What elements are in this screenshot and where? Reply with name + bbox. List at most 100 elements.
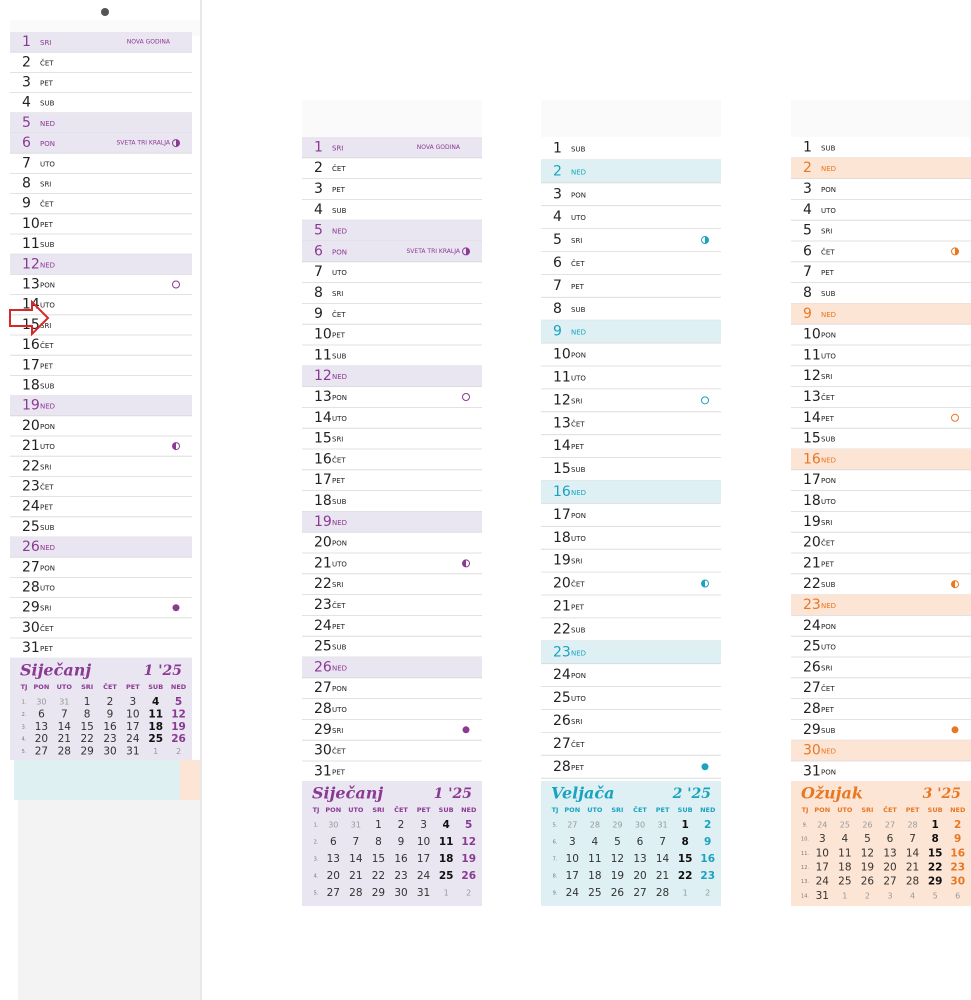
day-number: 9 bbox=[314, 306, 323, 322]
holiday: SVETA TRI KRALJA bbox=[116, 140, 170, 147]
day-number: 14 bbox=[314, 410, 332, 426]
mini-day: 3 bbox=[819, 833, 826, 845]
day-number: 28 bbox=[22, 580, 40, 596]
mini-day: 21 bbox=[349, 870, 362, 882]
weekday: PON bbox=[821, 186, 836, 194]
day-number: 30 bbox=[314, 743, 332, 759]
day-number: 7 bbox=[803, 264, 812, 280]
mini-header: PON bbox=[34, 683, 50, 691]
weekday: UTO bbox=[40, 302, 55, 310]
weekday: SUB bbox=[332, 352, 347, 360]
mini-day: 27 bbox=[883, 876, 896, 888]
mini-day: 19 bbox=[861, 862, 874, 874]
mini-day: 5 bbox=[614, 836, 621, 848]
mini-header: PET bbox=[417, 806, 431, 814]
weekday: UTO bbox=[40, 160, 55, 168]
weekday: PET bbox=[332, 477, 346, 485]
mini-header: PON bbox=[564, 806, 580, 814]
day-number: 2 bbox=[314, 160, 323, 176]
mini-header: ČET bbox=[394, 805, 408, 814]
mini-day: 16 bbox=[950, 847, 965, 859]
mini-day: 31 bbox=[417, 887, 430, 899]
month-code: 1 '25 bbox=[144, 663, 182, 679]
week-number: 2. bbox=[22, 712, 27, 718]
mini-day: 22 bbox=[80, 733, 93, 745]
weekday: NED bbox=[40, 120, 55, 128]
weekday: PON bbox=[40, 564, 55, 572]
mini-day: 2 bbox=[954, 819, 961, 831]
weekday: NED bbox=[571, 329, 586, 337]
mini-day: 24 bbox=[126, 733, 140, 745]
weekday: ČET bbox=[332, 310, 346, 319]
holiday: NOVA GODINA bbox=[127, 39, 171, 46]
mini-day: 15 bbox=[80, 721, 93, 733]
mini-header: SUB bbox=[439, 806, 454, 814]
calendars: 1 SRI NOVA GODINA 2 ČET 3 PET 4 SUB 5 NED 6 PON SVETA… bbox=[10, 32, 971, 906]
month-name: Siječanj bbox=[312, 784, 383, 803]
weekday: SUB bbox=[40, 100, 55, 108]
weekday: PON bbox=[40, 140, 55, 148]
highlight-row bbox=[541, 480, 721, 504]
weekday: PON bbox=[821, 768, 836, 776]
mini-day: 6 bbox=[330, 836, 337, 848]
mini-day: 14 bbox=[349, 853, 363, 865]
weekday: PET bbox=[821, 415, 835, 423]
mini-header: TJ bbox=[802, 806, 809, 814]
mini-day: 2 bbox=[107, 696, 114, 708]
mini-day: 1 bbox=[931, 819, 938, 831]
mini-day: 30 bbox=[950, 876, 965, 888]
weekday: SRI bbox=[332, 290, 343, 298]
mini-day: 29 bbox=[372, 887, 385, 899]
weekday: UTO bbox=[332, 415, 347, 423]
week-number: 6. bbox=[553, 840, 558, 846]
highlight-row bbox=[10, 395, 192, 416]
highlight-row bbox=[541, 640, 721, 664]
mini-day: 8 bbox=[375, 836, 382, 848]
day-number: 24 bbox=[553, 667, 571, 683]
mini-header: SUB bbox=[928, 806, 943, 814]
weekday: UTO bbox=[332, 269, 347, 277]
weekday: SRI bbox=[40, 463, 51, 471]
weekday: SRI bbox=[821, 373, 832, 381]
day-number: 17 bbox=[22, 357, 40, 373]
month-code: 3 '25 bbox=[923, 786, 961, 802]
weekday: UTO bbox=[571, 374, 586, 382]
mini-day: 11 bbox=[148, 708, 163, 720]
mini-day: 14 bbox=[906, 847, 920, 859]
weekday: NED bbox=[821, 748, 836, 756]
day-number: 25 bbox=[22, 519, 40, 535]
day-number: 4 bbox=[314, 202, 323, 218]
weekday: PON bbox=[332, 540, 347, 548]
weekday: NED bbox=[821, 165, 836, 173]
mini-day: 26 bbox=[611, 887, 625, 899]
mini-day: 31 bbox=[816, 890, 829, 902]
mini-day: 16 bbox=[394, 853, 408, 865]
weekday: NED bbox=[571, 168, 586, 176]
weekday: NED bbox=[821, 311, 836, 319]
mini-day: 26 bbox=[861, 876, 875, 888]
week-number: 4. bbox=[314, 874, 319, 880]
mini-header: ČET bbox=[103, 682, 117, 691]
mini-header: PON bbox=[814, 806, 830, 814]
day-number: 8 bbox=[553, 301, 562, 317]
day-number: 21 bbox=[803, 555, 821, 571]
day-number: 16 bbox=[803, 451, 821, 467]
weekday: SUB bbox=[332, 498, 347, 506]
weekday: ČET bbox=[332, 747, 346, 756]
weekday: SUB bbox=[40, 383, 55, 391]
weekday: PET bbox=[40, 362, 54, 370]
day-number: 27 bbox=[803, 680, 821, 696]
weekday: SUB bbox=[821, 581, 836, 589]
mini-day: 25 bbox=[840, 821, 850, 830]
highlight-row bbox=[791, 740, 971, 761]
weekday: SUB bbox=[40, 241, 55, 249]
mini-header: PET bbox=[126, 683, 140, 691]
mini-day: 16 bbox=[103, 721, 117, 733]
week-number: 4. bbox=[22, 737, 27, 743]
day-number: 28 bbox=[314, 701, 332, 717]
mini-day: 27 bbox=[633, 887, 646, 899]
day-number: 11 bbox=[22, 236, 40, 252]
highlight-row bbox=[791, 303, 971, 325]
mini-day: 5 bbox=[175, 696, 182, 708]
day-number: 10 bbox=[314, 327, 332, 343]
